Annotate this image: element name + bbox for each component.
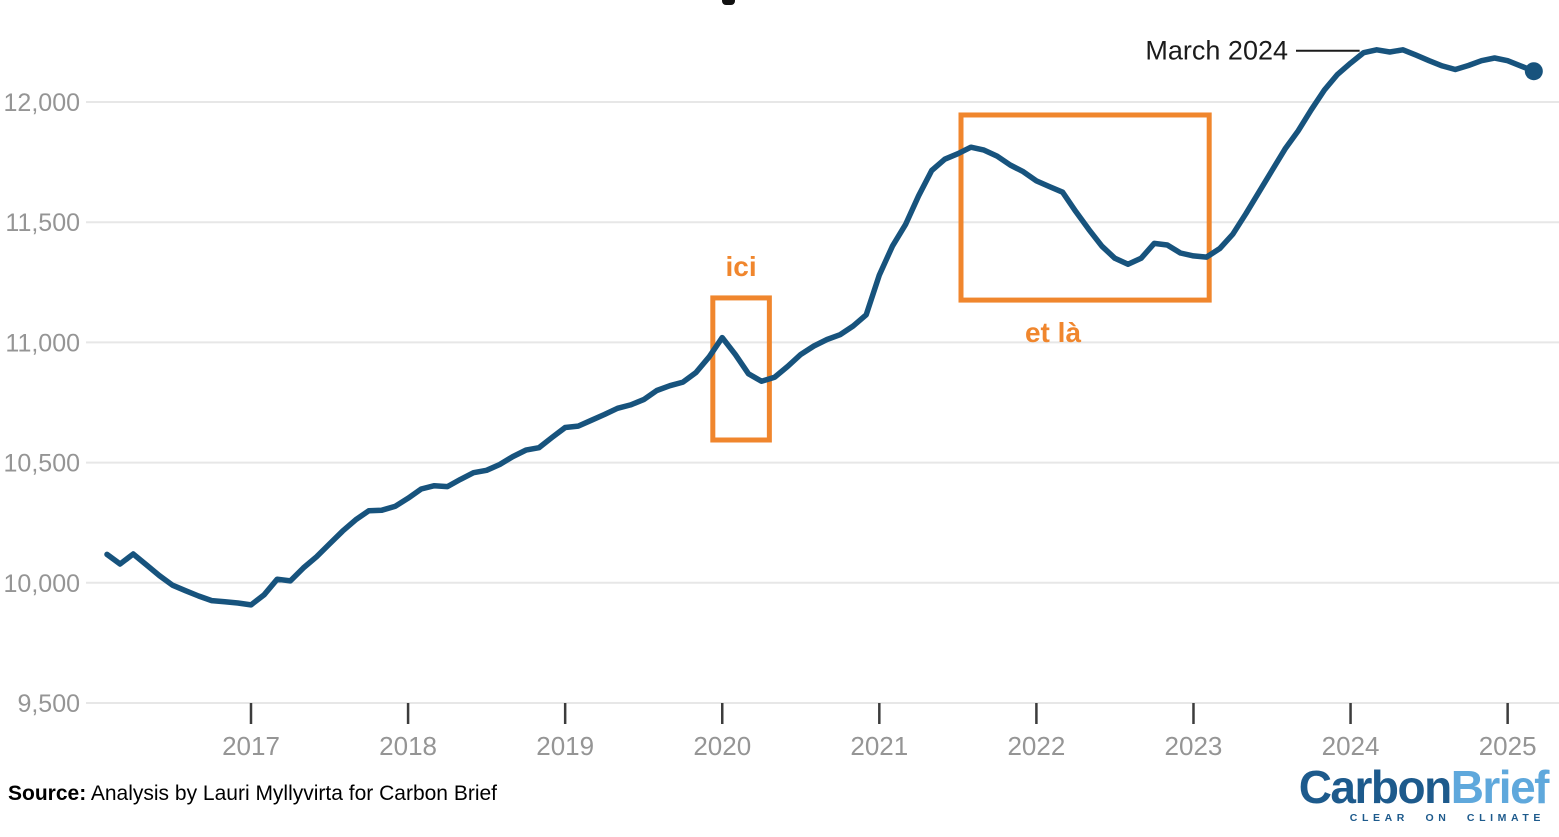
callout-march-2024: March 2024: [1145, 36, 1288, 66]
carbonbrief-logo-wordmark: CarbonBrief: [1298, 761, 1550, 813]
x-axis-tick-label: 2024: [1322, 731, 1380, 761]
x-axis-tick-label: 2025: [1479, 731, 1537, 761]
highlight-box-label: et là: [1025, 317, 1081, 348]
carbonbrief-logo: CarbonBrief CLEAR ON CLIMATE: [1298, 761, 1550, 824]
x-axis-tick-label: 2017: [222, 731, 280, 761]
y-axis-tick-label: 10,500: [4, 450, 80, 478]
clipped-title-fragment: [722, 0, 735, 5]
x-axis-tick-label: 2018: [379, 731, 437, 761]
y-axis-tick-label: 12,000: [4, 89, 80, 117]
emissions-line: [104, 47, 1537, 608]
highlight-box: [958, 112, 1212, 303]
x-axis-tick-label: 2023: [1165, 731, 1223, 761]
highlight-box-label: ici: [726, 251, 757, 282]
source-text: Analysis by Lauri Myllyvirta for Carbon …: [86, 782, 497, 805]
y-axis-tick-label: 11,000: [5, 329, 80, 357]
y-axis-tick-label: 9,500: [17, 690, 80, 718]
source-label: Source:: [8, 782, 87, 805]
x-axis-tick-label: 2020: [693, 731, 751, 761]
x-axis-tick-label: 2022: [1007, 731, 1065, 761]
logo-brief-text: Brief: [1450, 761, 1550, 813]
logo-tagline: CLEAR ON CLIMATE: [1349, 812, 1545, 824]
x-axis-tick-label: 2019: [536, 731, 594, 761]
x-axis-tick-label: 2021: [850, 731, 908, 761]
latest-point-marker: [1524, 62, 1543, 81]
highlight-box: [710, 295, 772, 443]
y-axis-tick-label: 10,000: [4, 570, 80, 598]
y-axis-tick-label: 11,500: [5, 209, 80, 237]
logo-carbon-text: Carbon: [1298, 761, 1453, 813]
source-credit: Source: Analysis by Lauri Myllyvirta for…: [8, 782, 497, 806]
chart-svg: 9,500 10,000 10,500 11,000 11,500 12,000 2017 2…: [4, 36, 1559, 761]
